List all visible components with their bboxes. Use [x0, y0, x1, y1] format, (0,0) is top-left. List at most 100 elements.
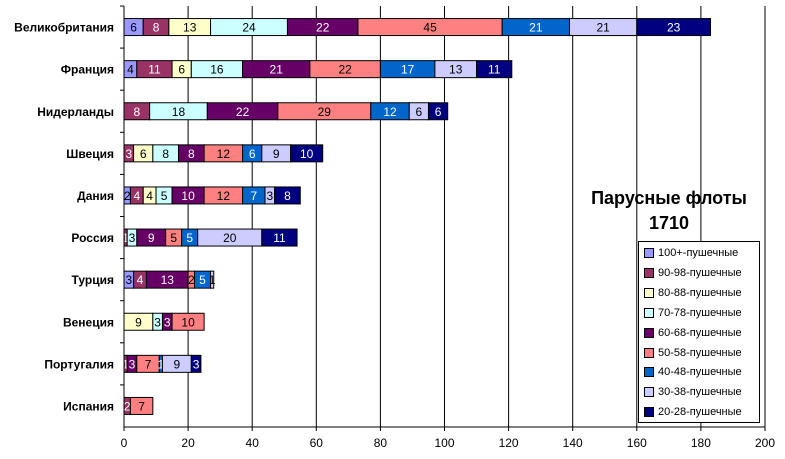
data-label: 22 [236, 105, 250, 119]
data-label: 11 [273, 231, 286, 245]
legend-label: 80-88-пушечные [658, 286, 742, 299]
category-label: Швеция [66, 147, 114, 161]
data-label: 22 [316, 21, 330, 35]
x-tick-label: 20 [181, 436, 195, 450]
category-label: Дания [77, 189, 114, 203]
x-tick-label: 40 [246, 436, 260, 450]
data-label: 2 [124, 189, 131, 203]
legend-swatch [644, 367, 654, 378]
data-label: 9 [148, 231, 155, 245]
bar-segment [636, 18, 712, 37]
data-label: 5 [186, 231, 193, 245]
data-label: 10 [181, 315, 195, 329]
x-tick-label: 140 [563, 436, 583, 450]
legend-label: 70-78-пушечные [658, 306, 742, 319]
data-label: 4 [137, 273, 144, 287]
x-tick-label: 80 [374, 436, 388, 450]
data-label: 21 [596, 21, 610, 35]
legend-item: 100+-пушечные [644, 243, 738, 263]
legend-item: 80-88-пушечные [644, 283, 742, 303]
data-label: 3 [129, 231, 136, 245]
data-label: 18 [172, 105, 186, 119]
data-label: 12 [217, 147, 231, 161]
data-label: 8 [188, 147, 195, 161]
legend-label: 20-28-пушечные [658, 406, 742, 419]
legend-label: 90-98-пушечные [658, 266, 742, 279]
legend-item: 40-48-пушечные [644, 362, 742, 382]
data-label: 3 [129, 357, 136, 371]
x-tick-label: 160 [627, 436, 647, 450]
legend-label: 60-68-пушечные [658, 326, 742, 339]
data-label: 10 [300, 147, 314, 161]
data-label: 24 [242, 21, 256, 35]
x-tick-label: 120 [499, 436, 519, 450]
data-label: 3 [125, 273, 132, 287]
data-label: 45 [423, 21, 437, 35]
data-label: 12 [217, 189, 231, 203]
data-label: 6 [249, 147, 256, 161]
x-tick-label: 60 [310, 436, 324, 450]
chart-legend: 100+-пушечные 90-98-пушечные 80-88-пушечны… [638, 241, 760, 423]
data-label: 1 [122, 231, 129, 245]
data-label: 9 [135, 315, 142, 329]
category-label: Россия [71, 231, 114, 245]
legend-item: 60-68-пушечные [644, 323, 742, 343]
data-label: 4 [146, 189, 153, 203]
legend-label: 100+-пушечные [658, 247, 739, 259]
data-label: 13 [449, 63, 463, 77]
data-label: 16 [210, 63, 224, 77]
category-label: Португалия [44, 357, 114, 371]
legend-swatch [644, 267, 654, 278]
data-label: 2 [124, 399, 131, 413]
category-label: Нидерланды [37, 105, 114, 119]
legend-swatch [644, 248, 654, 258]
data-label: 4 [133, 189, 140, 203]
data-label: 13 [183, 21, 197, 35]
chart-title-line-2: 1710 [648, 213, 690, 233]
data-label: 1 [209, 273, 216, 287]
data-label: 21 [529, 21, 543, 35]
x-tick-label: 0 [121, 436, 128, 450]
data-label: 17 [401, 63, 415, 77]
data-label: 8 [284, 189, 291, 203]
data-label: 13 [161, 273, 175, 287]
data-label: 12 [383, 105, 397, 119]
legend-label: 50-58-пушечные [658, 346, 742, 359]
legend-item: 30-38-пушечные [644, 382, 742, 402]
legend-swatch [644, 307, 654, 318]
category-label: Великобритания [14, 21, 114, 35]
data-label: 3 [193, 357, 200, 371]
data-label: 7 [138, 399, 145, 413]
data-label: 5 [161, 189, 168, 203]
data-label: 8 [153, 21, 160, 35]
data-label: 4 [127, 63, 134, 77]
category-label: Турция [72, 273, 114, 287]
x-tick-label: 100 [434, 436, 454, 450]
legend-swatch [644, 387, 654, 398]
bar-segment [290, 144, 324, 163]
legend-swatch [644, 407, 654, 418]
data-label: 10 [181, 189, 195, 203]
data-label: 23 [667, 21, 681, 35]
data-label: 5 [170, 231, 177, 245]
bar-segment [261, 228, 298, 247]
data-label: 6 [435, 105, 442, 119]
category-label: Испания [63, 399, 114, 413]
chart-title: Парусные флоты 1710 [573, 186, 765, 236]
data-label: 2 [188, 273, 195, 287]
data-label: 3 [154, 315, 161, 329]
bar-segment [210, 270, 215, 289]
data-label: 6 [178, 63, 185, 77]
legend-item: 70-78-пушечные [644, 303, 742, 323]
data-label: 3 [125, 147, 132, 161]
chart-title-line-1: Парусные флоты [591, 188, 747, 208]
data-label: 3 [164, 315, 171, 329]
data-label: 6 [130, 21, 137, 35]
data-label: 8 [133, 105, 140, 119]
bar-segment [190, 354, 202, 373]
data-label: 8 [162, 147, 169, 161]
legend-label: 30-38-пушечные [658, 386, 742, 399]
data-label: 7 [250, 189, 257, 203]
legend-label: 40-48-пушечные [658, 366, 742, 379]
